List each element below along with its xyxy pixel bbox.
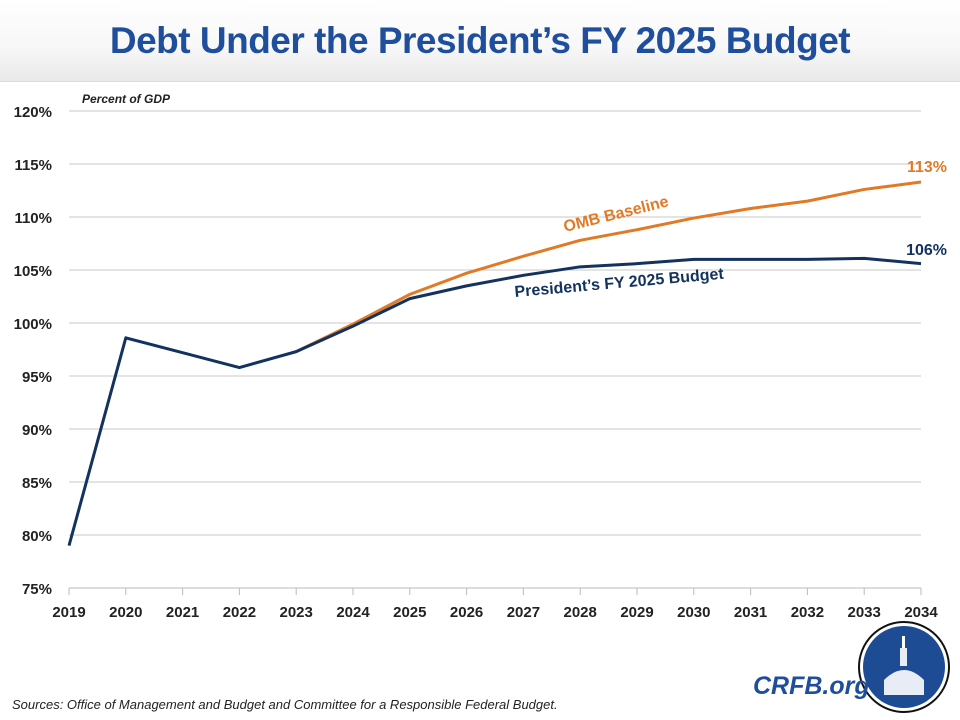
y-tick-label: 115%: [14, 157, 52, 174]
x-tick-label: 2032: [791, 604, 824, 621]
x-tick-label: 2021: [166, 604, 199, 621]
x-tick-label: 2034: [904, 604, 938, 621]
y-tick-label: 75%: [22, 581, 52, 598]
x-tick-label: 2020: [109, 604, 142, 621]
x-tick-label: 2023: [280, 604, 313, 621]
series-label-omb-baseline: OMB Baseline: [562, 193, 671, 236]
x-tick-label: 2019: [52, 604, 85, 621]
x-tick-label: 2027: [507, 604, 540, 621]
chart-title: Debt Under the President’s FY 2025 Budge…: [109, 20, 851, 61]
x-tick-label: 2024: [336, 604, 370, 621]
brand-link[interactable]: CRFB.org: [753, 672, 870, 700]
x-tick-label: 2028: [564, 604, 597, 621]
y-tick-label: 110%: [14, 210, 52, 227]
title-bar: Debt Under the President’s FY 2025 Budge…: [0, 0, 960, 82]
x-tick-label: 2031: [734, 604, 767, 621]
y-tick-label: 90%: [22, 422, 52, 439]
y-tick-label: 85%: [22, 475, 52, 492]
series-line-omb-baseline: [295, 180, 922, 353]
y-tick-label: 120%: [14, 104, 52, 121]
end-label-presidents-budget: 106%: [906, 242, 947, 259]
crfb-logo: [858, 621, 950, 713]
y-axis-label: Percent of GDP: [82, 92, 171, 106]
y-tick-label: 95%: [22, 369, 52, 386]
x-tick-label: 2033: [848, 604, 881, 621]
series-line-presidents-budget: [67, 256, 922, 546]
x-tick-label: 2029: [620, 604, 653, 621]
x-tick-label: 2022: [223, 604, 256, 621]
end-label-omb-baseline: 113%: [907, 159, 947, 176]
x-tick-label: 2026: [450, 604, 483, 621]
sources-note: Sources: Office of Management and Budget…: [12, 697, 558, 712]
y-tick-label: 80%: [22, 528, 52, 545]
y-tick-label: 105%: [14, 263, 52, 280]
x-tick-label: 2030: [677, 604, 710, 621]
x-tick-label: 2025: [393, 604, 426, 621]
y-tick-label: 100%: [14, 316, 52, 333]
